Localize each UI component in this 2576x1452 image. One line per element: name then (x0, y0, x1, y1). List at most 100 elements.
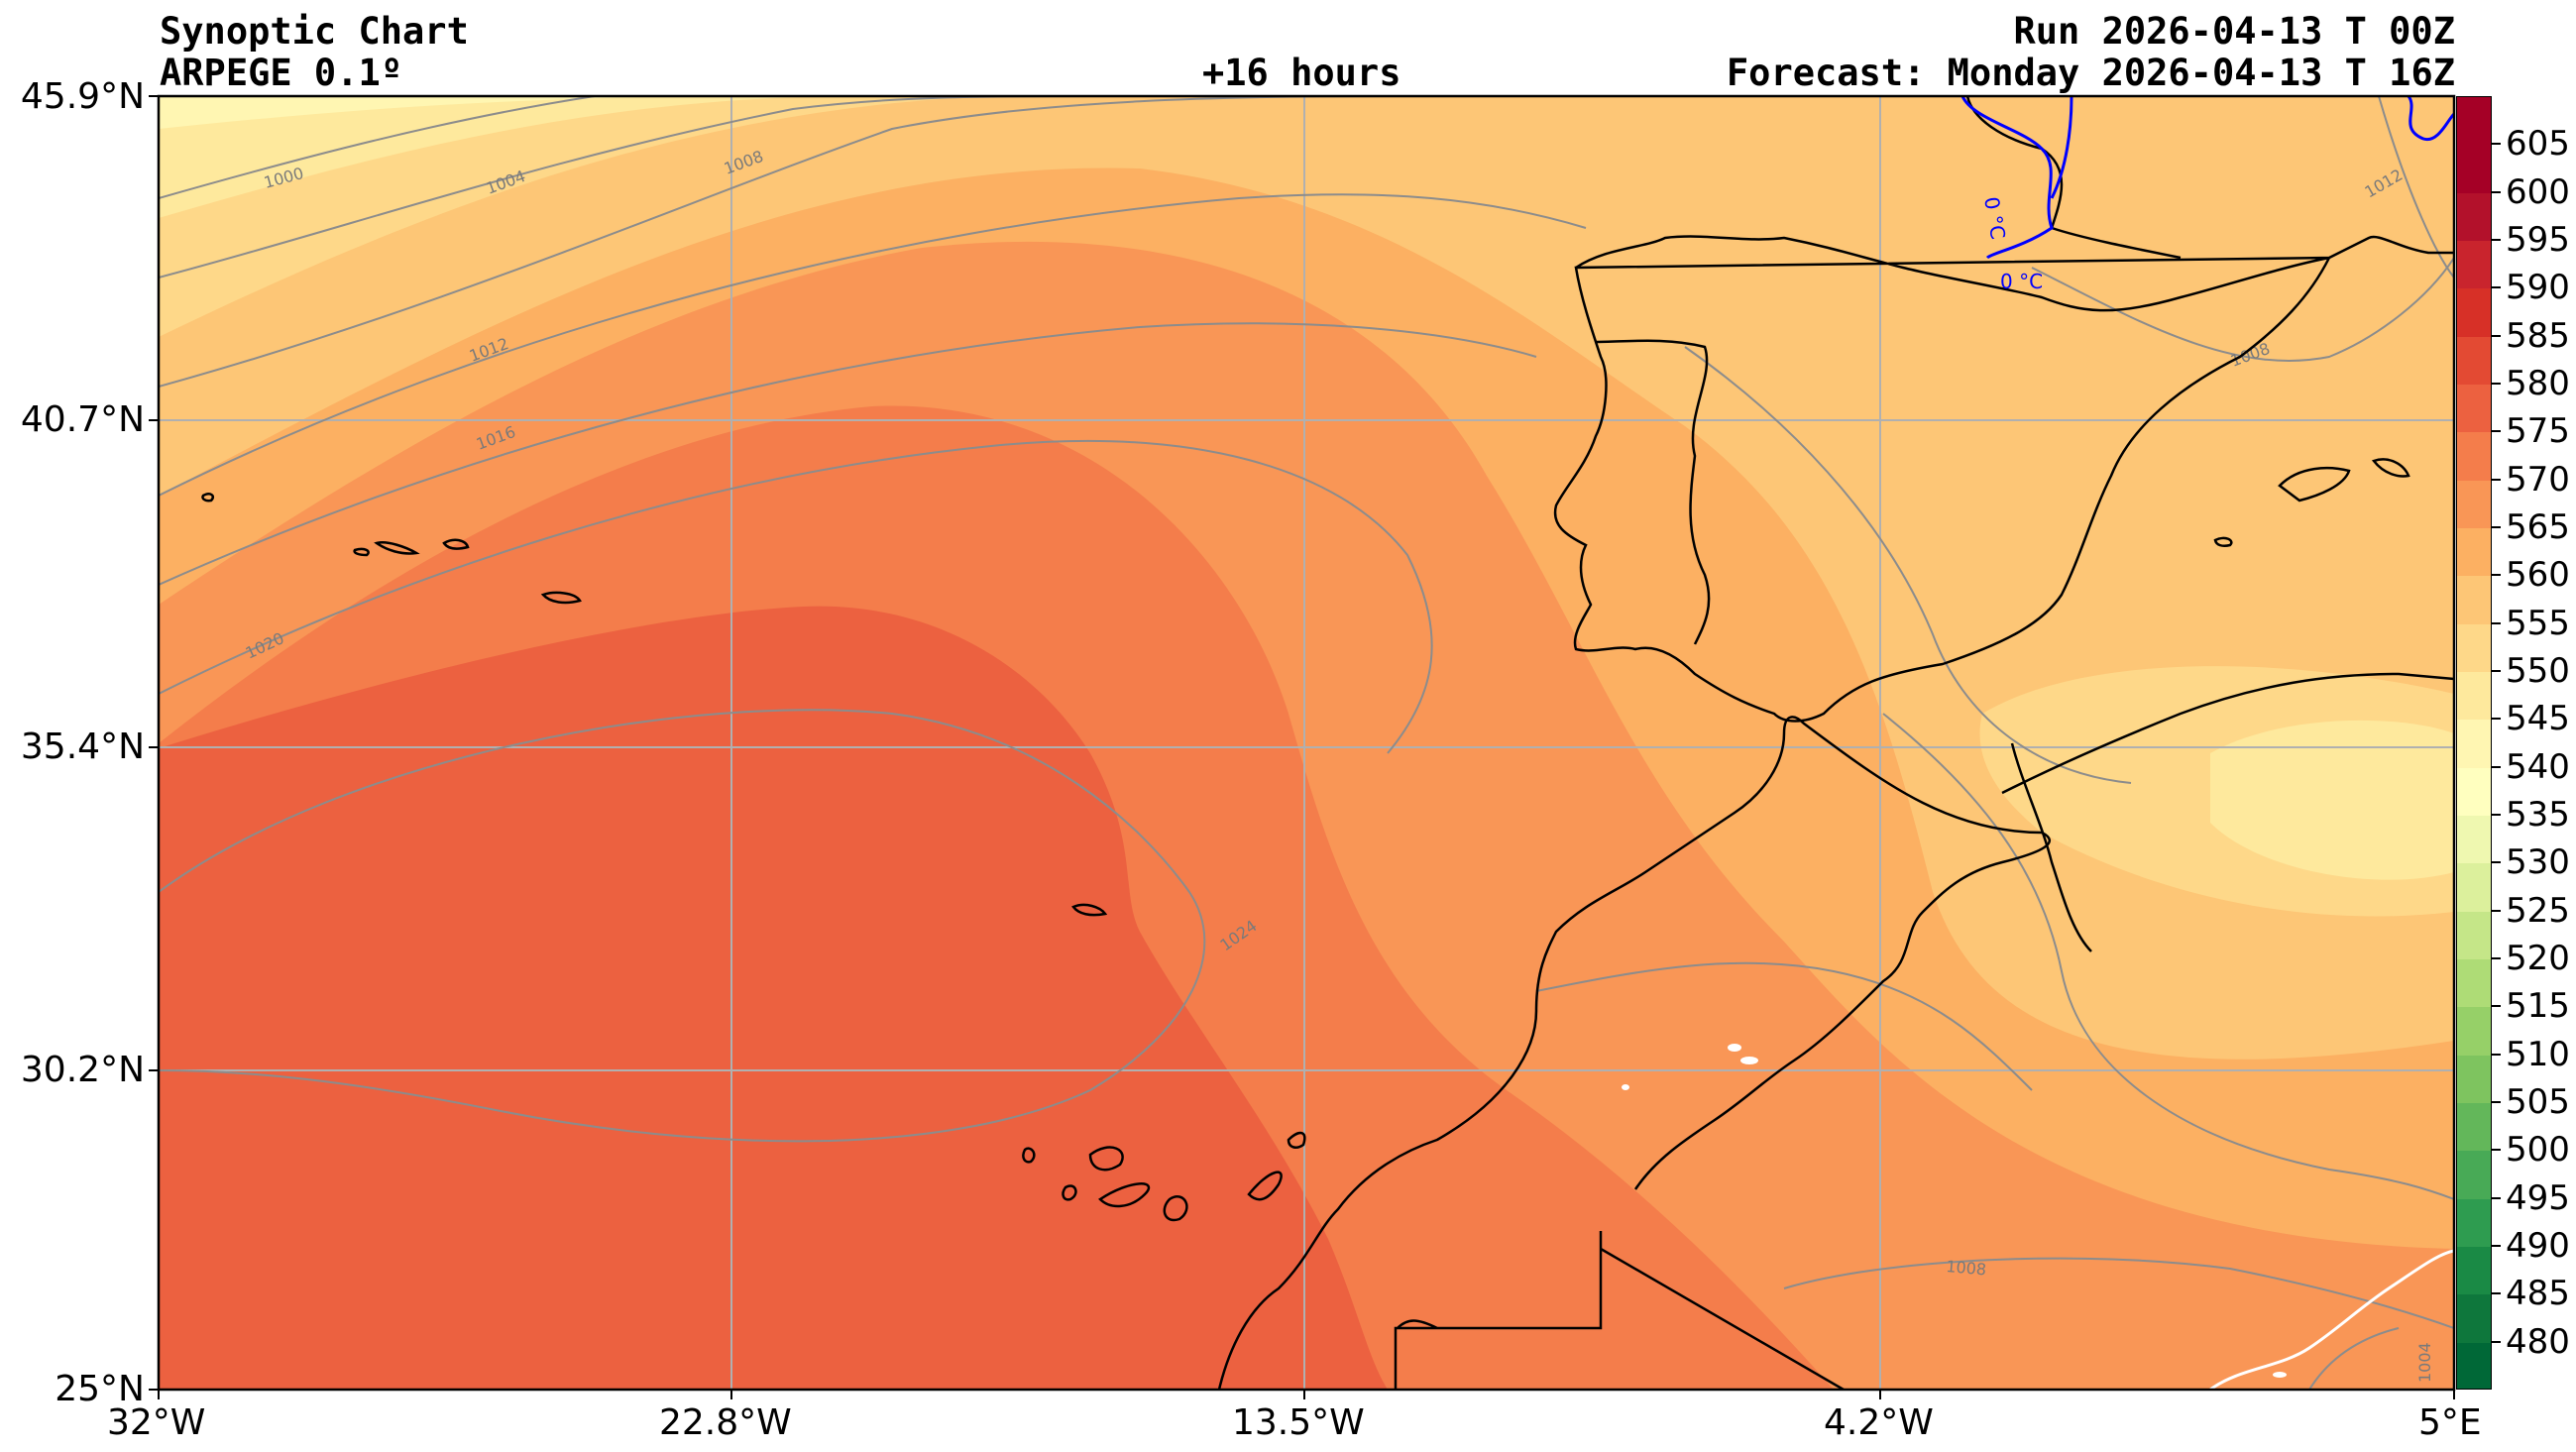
snow-patch-2 (1740, 1057, 1758, 1064)
colorbar-tick (2492, 1053, 2501, 1056)
axis-ticks (149, 95, 2455, 1399)
lon-label-4-2w: 4.2°W (1824, 1402, 1934, 1443)
azores-5 (201, 493, 215, 503)
colorbar-segment (2457, 1247, 2491, 1296)
colorbar-label: 590 (2506, 268, 2570, 308)
iberia-coast (1553, 235, 2454, 723)
colorbar-tick (2492, 1292, 2501, 1295)
canary-island-6 (1022, 1147, 1036, 1164)
run-label: Run 2026-04-13 T 00Z (2013, 10, 2455, 53)
colorbar-label: 550 (2506, 651, 2570, 691)
colorbar-tick (2492, 909, 2501, 912)
colorbar-tick (2492, 670, 2501, 672)
colorbar-segment (2457, 1151, 2491, 1200)
colorbar-label: 530 (2506, 842, 2570, 883)
canary-island-5 (1287, 1131, 1306, 1149)
coastlines (201, 96, 2454, 1390)
freezing-lines (1960, 96, 2454, 260)
lat-label-40-7: 40.7°N (20, 399, 145, 440)
colorbar-label: 505 (2506, 1082, 2570, 1122)
isobar-1016 (159, 322, 1537, 586)
colorbar-segment (2457, 1198, 2491, 1248)
isobar-1024 (159, 709, 1206, 1143)
snow-patch-1 (1728, 1044, 1741, 1052)
colorbar-label: 520 (2506, 939, 2570, 978)
colorbar-segment (2457, 959, 2491, 1009)
colorbar-label: 580 (2506, 364, 2570, 403)
balearic-1 (2278, 466, 2351, 503)
lon-label-13-5w: 13.5°W (1232, 1402, 1365, 1443)
isobar-1020 (159, 439, 1433, 754)
colorbar-label: 560 (2506, 555, 2570, 596)
azores-2 (442, 538, 470, 550)
colorbar-segment (2457, 528, 2491, 578)
colorbar-tick (2492, 1149, 2501, 1152)
colorbar-segment (2457, 432, 2491, 482)
colorbar-segment (2457, 1103, 2491, 1153)
colorbar-segment (2457, 288, 2491, 338)
canary-island-7 (1062, 1184, 1077, 1201)
isobar-label-1008-east: 1008 (1946, 1257, 1987, 1279)
colorbar-tick (2492, 143, 2501, 146)
lat-label-30-2: 30.2°N (20, 1050, 145, 1090)
africa-coast (1217, 716, 2051, 1390)
colorbar-label: 555 (2506, 603, 2570, 643)
colorbar-tick (2492, 957, 2501, 959)
canary-island-3 (1163, 1195, 1188, 1222)
freezing-line-ne (2407, 96, 2454, 142)
forecast-label: Forecast: Monday 2026-04-13 T 16Z (1726, 52, 2455, 94)
chart-title: Synoptic Chart (160, 10, 469, 53)
band-585 (159, 606, 1388, 1390)
colorbar-label: 515 (2506, 986, 2570, 1027)
portugal-border (1595, 339, 1711, 645)
western-sahara-border (1394, 1231, 1845, 1390)
isobar-morocco (1535, 961, 2033, 1091)
isobar-iberia-b (1882, 713, 2454, 1200)
colorbar-segment (2457, 720, 2491, 769)
colorbar-tick (2492, 334, 2501, 337)
colorbar-segment (2457, 192, 2491, 242)
snow-patch-3 (1622, 1084, 1629, 1090)
colorbar-tick (2492, 239, 2501, 241)
algeria-border (2010, 742, 2092, 952)
colorbar-tick (2492, 1340, 2501, 1343)
isobar-iberia-a (1684, 346, 2132, 784)
colorbar-label: 595 (2506, 220, 2570, 260)
isobar-1008 (159, 96, 1389, 388)
white-contour (2209, 1249, 2454, 1390)
colorbar-segment (2457, 480, 2491, 529)
azores-3 (540, 591, 582, 605)
colorbar-label: 495 (2506, 1177, 2570, 1218)
colorbar-label: 600 (2506, 171, 2570, 212)
colorbar-segment (2457, 767, 2491, 817)
colorbar-tick (2492, 718, 2501, 721)
colorbar-tick (2492, 1005, 2501, 1008)
colorbar-label: 535 (2506, 795, 2570, 835)
canary-island-2 (1098, 1182, 1151, 1208)
colorbar-label: 540 (2506, 746, 2570, 787)
colorbar-label: 485 (2506, 1274, 2570, 1314)
azores-1 (374, 541, 420, 555)
colorbar-label: 575 (2506, 411, 2570, 452)
snow-patch-4 (2273, 1372, 2287, 1378)
algeria-coast (2001, 672, 2454, 795)
colorbar-tick (2492, 574, 2501, 577)
colorbar-segment (2457, 911, 2491, 960)
balearic-2 (2371, 458, 2410, 478)
canary-island-4 (1247, 1171, 1283, 1201)
lat-label-35-4: 35.4°N (20, 726, 145, 767)
balearic-3 (2213, 536, 2233, 548)
freezing-line-north (1960, 96, 2073, 260)
colorbar (2456, 96, 2492, 1390)
band-550-east (2210, 720, 2454, 880)
colorbar-segment (2457, 1342, 2491, 1389)
lat-label-45-9: 45.9°N (20, 76, 145, 117)
colorbar-segment (2457, 336, 2491, 386)
colorbar-label: 570 (2506, 459, 2570, 500)
colorbar-tick (2492, 190, 2501, 193)
colorbar-tick (2492, 430, 2501, 433)
colorbar-label: 480 (2506, 1321, 2570, 1362)
isobar-1012 (159, 193, 1587, 497)
colorbar-segment (2457, 1007, 2491, 1057)
